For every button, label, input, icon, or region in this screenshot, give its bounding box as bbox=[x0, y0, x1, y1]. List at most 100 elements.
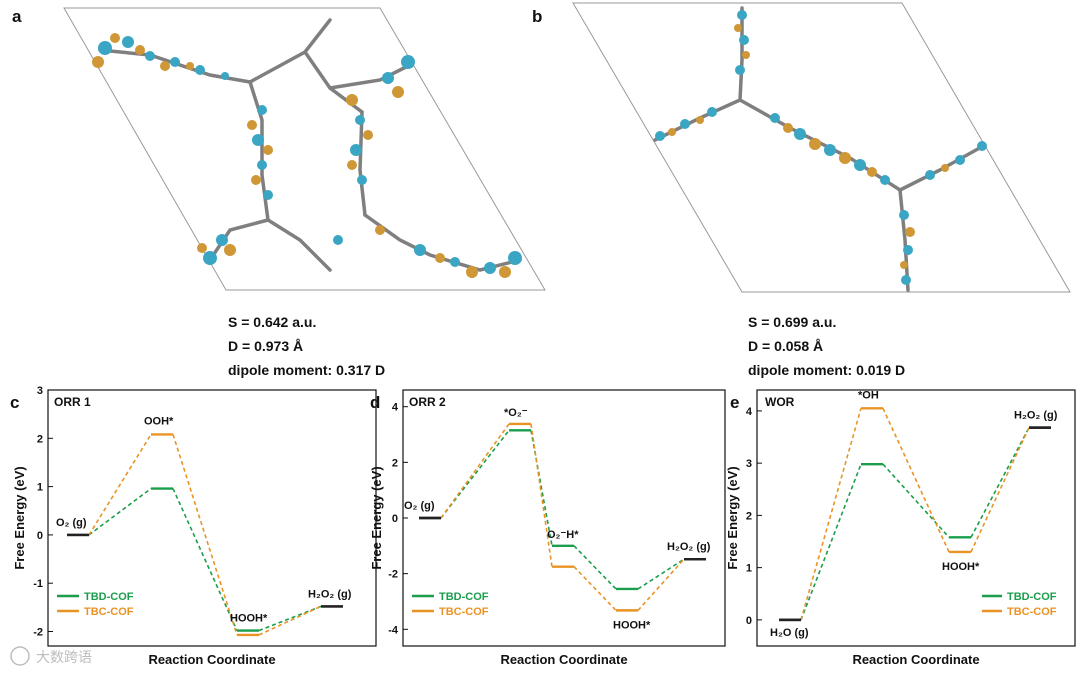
tbd-cof-connector bbox=[88, 487, 152, 536]
tbc-cof-connector bbox=[530, 423, 553, 567]
chart-d-ytick: 4 bbox=[392, 402, 399, 414]
chart-e-ytick: 4 bbox=[746, 406, 753, 418]
molecule-a bbox=[92, 18, 522, 278]
tbc-cof-connector bbox=[970, 427, 1030, 553]
chart-e-state-labels: H₂O (g) *OH HOOH* H₂O₂ (g) bbox=[770, 389, 1058, 639]
tbc-cof-connector bbox=[800, 408, 862, 621]
panel-letter-b: b bbox=[532, 7, 542, 26]
chart-d-state-label: *O₂⁻ bbox=[504, 407, 528, 419]
legend-tbc-label: TBC-COF bbox=[1007, 606, 1057, 618]
tbd-cof-connector bbox=[882, 463, 950, 538]
chart-c-state-labels: O₂ (g) OOH* HOOH* H₂O₂ (g) bbox=[56, 415, 352, 624]
tbd-cof-connector bbox=[970, 427, 1030, 538]
tbc-cof-connector bbox=[637, 558, 685, 611]
chart-d-state-label: O₂ (g) bbox=[404, 500, 435, 512]
panel-letter-d: d bbox=[370, 393, 380, 412]
chart-e-ticks: 0 1 2 3 4 bbox=[746, 406, 762, 627]
chart-d-ytick: -2 bbox=[388, 569, 398, 581]
unit-cell-b bbox=[572, 2, 1071, 293]
legend-tbd-label: TBD-COF bbox=[84, 591, 134, 603]
tbc-cof-connector bbox=[440, 423, 510, 519]
tbd-cof-connector bbox=[530, 430, 553, 546]
watermark-text: 大数跨语 bbox=[36, 650, 92, 666]
chart-e-state-label: *OH bbox=[858, 389, 879, 401]
tbd-cof-connector bbox=[440, 429, 510, 519]
chart-c-title: ORR 1 bbox=[54, 395, 91, 409]
tbd-cof-connector bbox=[637, 558, 685, 590]
panel-letter-c: c bbox=[10, 393, 19, 412]
chart-c-ytick: 1 bbox=[37, 482, 43, 494]
chart-d-state-label: O₂⁻H* bbox=[547, 529, 579, 541]
chart-e-ytick: 2 bbox=[746, 510, 752, 522]
chart-c-state-label: OOH* bbox=[144, 415, 174, 427]
chart-e: e WOR Reaction Coordinate Free Energy (e… bbox=[725, 389, 1076, 667]
structure-a-s: S = 0.642 a.u. bbox=[228, 314, 316, 330]
chart-d-ylabel: Free Energy (eV) bbox=[369, 466, 384, 569]
tbc-cof-connector bbox=[573, 566, 617, 611]
chart-c-state-label: HOOH* bbox=[230, 613, 268, 625]
chart-e-state-label: H₂O₂ (g) bbox=[1014, 410, 1058, 422]
panel-letter-e: e bbox=[730, 393, 739, 412]
chart-e-ytick: 3 bbox=[746, 458, 752, 470]
chart-c-ylabel: Free Energy (eV) bbox=[12, 466, 27, 569]
chart-e-legend: TBD-COF TBC-COF bbox=[982, 591, 1057, 618]
tbc-cof-connector bbox=[882, 407, 950, 553]
chart-d-xlabel: Reaction Coordinate bbox=[500, 652, 627, 667]
watermark-icon bbox=[10, 646, 30, 666]
panel-letter-a: a bbox=[12, 7, 22, 26]
legend-tbd-label: TBD-COF bbox=[439, 591, 489, 603]
chart-c-frame bbox=[47, 389, 377, 647]
chart-c-legend: TBD-COF TBC-COF bbox=[57, 591, 134, 618]
tbd-cof-connector bbox=[172, 488, 238, 631]
structure-a-d: D = 0.973 Å bbox=[228, 338, 303, 354]
chart-c-ytick: 0 bbox=[37, 530, 43, 542]
panel-b: b S bbox=[532, 2, 1071, 378]
tbc-cof-connector bbox=[88, 434, 152, 536]
tbd-cof-connector bbox=[800, 463, 862, 621]
tbd-cof-connector bbox=[573, 545, 617, 590]
chart-d-ytick: 0 bbox=[392, 513, 398, 525]
chart-c-ticks: -2 -1 0 1 2 3 bbox=[33, 385, 53, 639]
chart-c-series bbox=[67, 433, 343, 637]
chart-d-ytick: 2 bbox=[392, 457, 398, 469]
chart-c-state-label: H₂O₂ (g) bbox=[308, 588, 352, 600]
structure-b-d: D = 0.058 Å bbox=[748, 338, 823, 354]
chart-e-frame bbox=[756, 389, 1076, 647]
chart-c-ytick: -2 bbox=[33, 627, 43, 639]
chart-d-ticks: -4 -2 0 2 4 bbox=[388, 402, 408, 636]
legend-tbc-label: TBC-COF bbox=[84, 606, 134, 618]
chart-e-state-label: HOOH* bbox=[942, 561, 980, 573]
chart-e-title: WOR bbox=[765, 395, 795, 409]
chart-c-ytick: 3 bbox=[37, 385, 43, 397]
structure-b-s: S = 0.699 a.u. bbox=[748, 314, 836, 330]
panel-a: a bbox=[12, 7, 546, 378]
tbc-cof-connector bbox=[172, 434, 238, 636]
chart-d-state-label: H₂O₂ (g) bbox=[667, 541, 711, 553]
molecule-b bbox=[653, 6, 987, 292]
chart-d-state-label: HOOH* bbox=[613, 619, 651, 631]
unit-cell-a bbox=[63, 7, 546, 291]
chart-c: c ORR 1 Reaction Coordinate Free Energy … bbox=[10, 385, 377, 667]
chart-d-title: ORR 2 bbox=[409, 395, 446, 409]
chart-d-legend: TBD-COF TBC-COF bbox=[412, 591, 489, 618]
chart-d: d ORR 2 Reaction Coordinate Free Energy … bbox=[369, 389, 726, 667]
chart-e-ytick: 1 bbox=[746, 563, 752, 575]
chart-e-ylabel: Free Energy (eV) bbox=[725, 466, 740, 569]
chart-d-ytick: -4 bbox=[388, 624, 399, 636]
chart-c-xlabel: Reaction Coordinate bbox=[148, 652, 275, 667]
chart-d-series bbox=[419, 422, 706, 612]
structure-a-dipole: dipole moment: 0.317 D bbox=[228, 362, 385, 378]
chart-e-xlabel: Reaction Coordinate bbox=[852, 652, 979, 667]
chart-e-series bbox=[779, 407, 1051, 622]
chart-e-state-label: H₂O (g) bbox=[770, 627, 809, 639]
chart-c-state-label: O₂ (g) bbox=[56, 517, 87, 529]
chart-d-state-labels: O₂ (g) *O₂⁻ O₂⁻H* HOOH* H₂O₂ (g) bbox=[404, 407, 711, 631]
chart-c-ytick: -1 bbox=[33, 578, 43, 590]
legend-tbc-label: TBC-COF bbox=[439, 606, 489, 618]
structure-b-dipole: dipole moment: 0.019 D bbox=[748, 362, 905, 378]
tbc-cof-connector bbox=[258, 605, 322, 636]
watermark: 大数跨语 bbox=[10, 646, 92, 666]
legend-tbd-label: TBD-COF bbox=[1007, 591, 1057, 603]
chart-c-ytick: 2 bbox=[37, 433, 43, 445]
